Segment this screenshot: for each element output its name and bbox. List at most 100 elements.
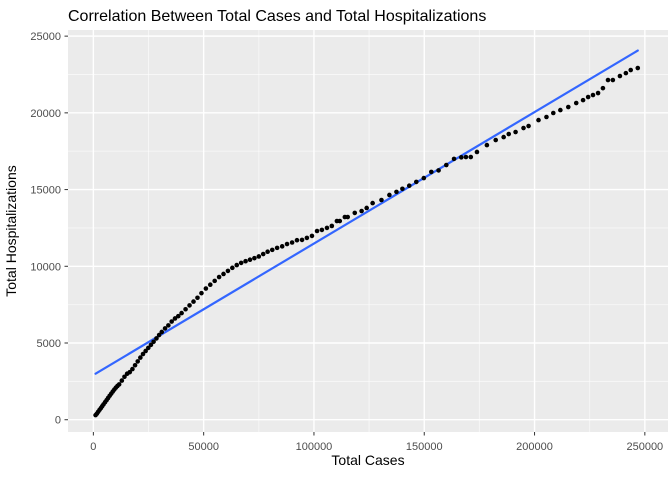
- data-point: [260, 251, 266, 257]
- data-point: [585, 94, 591, 100]
- data-point: [145, 345, 151, 351]
- data-point: [279, 244, 285, 249]
- data-point: [406, 183, 412, 189]
- data-point: [617, 73, 623, 79]
- data-point: [474, 149, 480, 155]
- data-point: [468, 154, 474, 160]
- data-points-layer: [93, 65, 641, 418]
- data-point: [605, 77, 611, 83]
- data-point: [329, 223, 335, 229]
- data-point: [122, 374, 127, 380]
- data-point: [247, 257, 253, 262]
- data-point: [284, 241, 290, 247]
- data-point: [506, 131, 512, 137]
- data-point: [565, 104, 571, 110]
- data-point: [400, 186, 405, 192]
- data-point: [463, 154, 469, 160]
- data-point: [265, 249, 270, 255]
- data-point: [172, 316, 178, 321]
- data-point: [314, 228, 320, 234]
- data-point: [501, 134, 506, 140]
- data-point: [610, 77, 616, 83]
- data-point: [345, 214, 351, 220]
- data-point: [309, 233, 315, 239]
- data-point: [493, 137, 499, 143]
- axis-tick-labels: 0 50000 100000 150000 200000 250000 0 5000 10000…: [30, 31, 663, 453]
- y-tick-label: 20000: [30, 108, 61, 120]
- data-point: [337, 218, 343, 224]
- data-point: [179, 310, 184, 316]
- data-point: [199, 290, 204, 296]
- data-point: [203, 286, 209, 291]
- data-point: [299, 237, 305, 243]
- data-point: [183, 306, 188, 312]
- data-point: [319, 227, 325, 233]
- data-point: [187, 303, 192, 308]
- data-point: [459, 155, 464, 160]
- data-point: [429, 169, 434, 175]
- data-point: [175, 313, 181, 319]
- data-point: [580, 97, 586, 103]
- data-point: [252, 255, 257, 261]
- data-point: [635, 65, 641, 71]
- data-point: [148, 342, 154, 348]
- x-tick-label: 150000: [406, 441, 443, 453]
- data-point: [212, 278, 217, 284]
- data-point: [130, 366, 135, 372]
- data-point: [558, 107, 563, 113]
- data-point: [238, 260, 244, 266]
- data-point: [536, 117, 541, 123]
- data-point: [304, 235, 310, 241]
- data-point: [119, 378, 125, 383]
- panel-background: [68, 30, 668, 432]
- data-point: [289, 240, 295, 245]
- data-point: [324, 225, 330, 231]
- data-point: [600, 85, 606, 91]
- data-point: [590, 92, 596, 98]
- data-point: [269, 247, 275, 253]
- x-tick-label: 250000: [626, 441, 663, 453]
- data-point: [379, 197, 384, 203]
- data-point: [451, 156, 457, 162]
- data-point: [294, 237, 300, 243]
- grid-major-lines: [68, 30, 668, 432]
- data-point: [135, 359, 141, 364]
- grid-minor-lines: [68, 30, 668, 432]
- data-point: [132, 362, 138, 368]
- data-point: [230, 265, 235, 271]
- data-point: [421, 175, 427, 181]
- data-point: [151, 339, 156, 345]
- data-point: [116, 382, 122, 387]
- data-point: [526, 123, 531, 129]
- x-tick-label: 0: [90, 441, 96, 453]
- data-point: [162, 326, 168, 331]
- data-point: [352, 210, 358, 216]
- data-point: [138, 355, 143, 360]
- data-point: [143, 348, 148, 354]
- data-point: [127, 369, 133, 375]
- data-point: [234, 262, 240, 268]
- x-tick-label: 50000: [188, 441, 219, 453]
- y-tick-label: 5000: [37, 338, 61, 350]
- data-point: [191, 299, 196, 304]
- data-point: [550, 110, 556, 116]
- data-point: [154, 336, 159, 341]
- data-point: [595, 90, 601, 96]
- data-point: [166, 323, 171, 328]
- data-point: [436, 168, 441, 173]
- x-tick-label: 200000: [516, 441, 553, 453]
- data-point: [573, 100, 579, 106]
- data-point: [394, 189, 399, 195]
- regression-line-layer: [94, 49, 639, 375]
- y-tick-label: 10000: [30, 261, 61, 273]
- data-point: [484, 142, 490, 148]
- data-point: [216, 274, 222, 280]
- data-point: [169, 319, 174, 324]
- y-tick-label: 0: [55, 415, 61, 427]
- data-point: [140, 351, 146, 357]
- data-point: [159, 329, 165, 335]
- data-point: [628, 67, 634, 73]
- data-point: [414, 179, 419, 185]
